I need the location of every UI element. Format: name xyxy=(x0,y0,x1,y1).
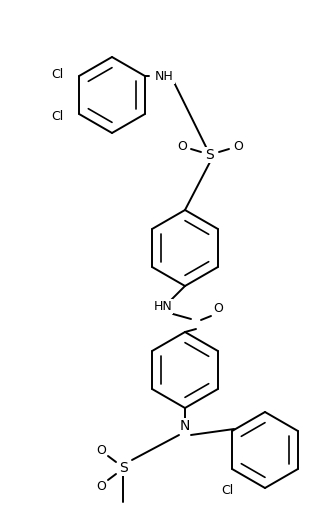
Text: S: S xyxy=(206,148,214,162)
Text: HN: HN xyxy=(154,300,172,312)
Text: O: O xyxy=(213,303,223,315)
Text: Cl: Cl xyxy=(51,68,63,80)
Text: Cl: Cl xyxy=(51,111,63,123)
Text: Cl: Cl xyxy=(221,485,233,497)
Text: O: O xyxy=(177,140,187,154)
Text: NH: NH xyxy=(155,70,174,82)
Text: S: S xyxy=(118,461,127,475)
Text: O: O xyxy=(233,140,243,154)
Text: O: O xyxy=(96,479,106,493)
Text: O: O xyxy=(96,444,106,456)
Text: N: N xyxy=(180,419,190,433)
